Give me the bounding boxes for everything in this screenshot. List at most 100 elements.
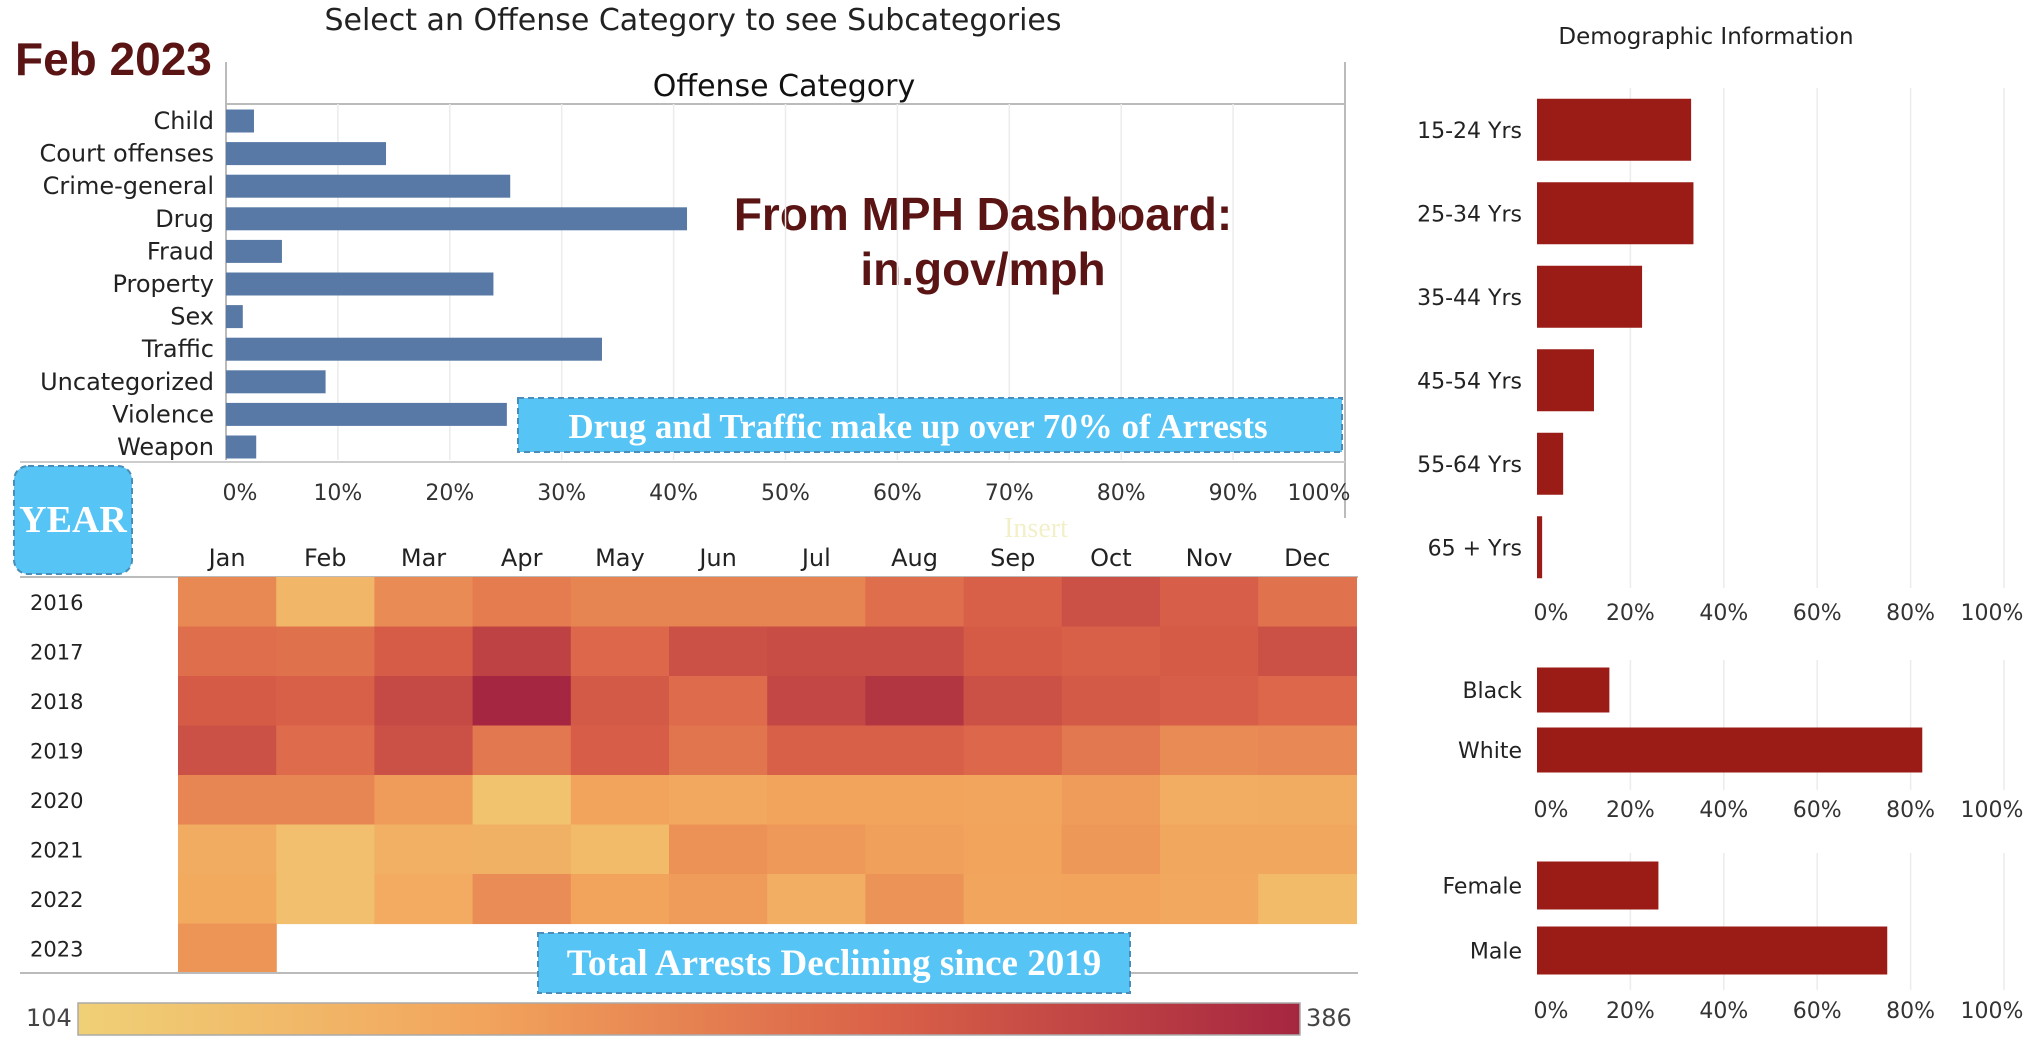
year-button[interactable] bbox=[13, 465, 133, 575]
demo-category-label: 55-64 Yrs bbox=[1417, 453, 1522, 478]
offense-x-tick: 20% bbox=[425, 481, 474, 506]
demo-x-tick: 60% bbox=[1793, 601, 1842, 626]
heatmap-year-label: 2023 bbox=[30, 937, 83, 961]
demo-x-tick: 100% bbox=[1961, 601, 2024, 626]
heatmap-cell bbox=[374, 874, 474, 925]
heatmap-cell bbox=[178, 874, 277, 925]
heatmap-cell bbox=[178, 775, 277, 826]
heatmap-month-label: Sep bbox=[990, 544, 1035, 572]
offense-x-tick: 10% bbox=[313, 481, 362, 506]
heatmap-cell bbox=[865, 676, 965, 727]
offense-category-label: Child bbox=[153, 107, 214, 135]
heatmap-cell bbox=[472, 676, 572, 727]
heatmap-cell bbox=[570, 824, 670, 875]
heatmap-cell bbox=[178, 824, 277, 875]
heatmap-cell bbox=[570, 577, 670, 628]
heatmap-cell bbox=[865, 577, 965, 628]
color-legend-bar bbox=[77, 1002, 1301, 1036]
heatmap-cell bbox=[374, 775, 474, 826]
heatmap-cell bbox=[1061, 874, 1161, 925]
offense-x-tick: 40% bbox=[649, 481, 698, 506]
demo-category-label: Male bbox=[1470, 940, 1522, 965]
heatmap-cell bbox=[276, 775, 375, 826]
demo-category-label: Female bbox=[1442, 875, 1522, 900]
offense-x-tick: 30% bbox=[537, 481, 586, 506]
heatmap-cell bbox=[1258, 824, 1357, 875]
offense-category-label: Fraud bbox=[147, 237, 214, 265]
heatmap-cell bbox=[767, 824, 866, 875]
heatmap-cell bbox=[276, 874, 375, 925]
heatmap-cell bbox=[276, 725, 375, 776]
offense-x-tick: 60% bbox=[873, 481, 922, 506]
offense-x-tick: 100% bbox=[1288, 481, 1351, 506]
offense-chart-title: Offense Category bbox=[653, 69, 915, 104]
heatmap-cell bbox=[570, 725, 670, 776]
offense-bar bbox=[226, 370, 326, 394]
heatmap-cell bbox=[865, 626, 965, 677]
heatmap-year-label: 2021 bbox=[30, 838, 83, 862]
demo-bar bbox=[1537, 516, 1543, 579]
heatmap-cell bbox=[276, 824, 375, 875]
heatmap-month-label: Dec bbox=[1284, 544, 1330, 572]
heatmap-cell bbox=[178, 923, 277, 974]
demo-x-tick: 40% bbox=[1699, 798, 1748, 823]
heatmap-cell bbox=[1061, 676, 1161, 727]
offense-bar bbox=[226, 239, 282, 263]
heatmap-cell bbox=[963, 577, 1063, 628]
heatmap-cell bbox=[178, 725, 277, 776]
heatmap-cell bbox=[963, 824, 1063, 875]
heatmap-year-label: 2017 bbox=[30, 640, 83, 664]
heatmap-cell bbox=[570, 775, 670, 826]
legend-max-label: 386 bbox=[1306, 1004, 1352, 1032]
demo-category-label: 65 + Yrs bbox=[1428, 536, 1522, 561]
offense-bar bbox=[226, 305, 243, 329]
demo-x-tick: 20% bbox=[1606, 601, 1655, 626]
offense-bar bbox=[226, 402, 507, 426]
source-line-2: in.gov/mph bbox=[860, 243, 1105, 295]
demo-category-label: 45-54 Yrs bbox=[1417, 369, 1522, 394]
heatmap-cell bbox=[1061, 725, 1161, 776]
demo-x-tick: 0% bbox=[1534, 999, 1569, 1024]
demo-category-label: 35-44 Yrs bbox=[1417, 286, 1522, 311]
demo-category-label: Black bbox=[1462, 679, 1522, 704]
offense-category-label: Traffic bbox=[141, 335, 214, 363]
heatmap-cell bbox=[276, 676, 375, 727]
demo-bar bbox=[1537, 265, 1643, 328]
offense-bar bbox=[226, 174, 511, 198]
demo-x-tick: 100% bbox=[1961, 999, 2024, 1024]
heatmap-cell bbox=[1160, 577, 1259, 628]
heatmap-cell bbox=[767, 676, 866, 727]
heatmap-cell bbox=[1258, 874, 1357, 925]
heatmap-cell bbox=[669, 725, 768, 776]
heatmap-cell bbox=[963, 626, 1063, 677]
heatmap-month-label: Apr bbox=[501, 544, 543, 572]
heatmap-cell bbox=[1160, 874, 1259, 925]
heatmap-cell bbox=[767, 874, 866, 925]
heatmap-cell bbox=[1258, 626, 1357, 677]
demo-bar bbox=[1537, 861, 1659, 910]
heatmap-cell bbox=[1061, 824, 1161, 875]
heatmap-cell bbox=[570, 676, 670, 727]
heatmap-cell bbox=[472, 626, 572, 677]
offense-bar bbox=[226, 109, 254, 133]
offense-x-tick: 70% bbox=[985, 481, 1034, 506]
heatmap-cell bbox=[374, 577, 474, 628]
offense-bar bbox=[226, 337, 602, 361]
year-button-label[interactable]: YEAR bbox=[19, 499, 127, 541]
demo-x-tick: 40% bbox=[1699, 999, 1748, 1024]
heatmap-cell bbox=[1258, 725, 1357, 776]
heatmap-month-label: Mar bbox=[401, 544, 446, 572]
heatmap-cell bbox=[472, 725, 572, 776]
demo-x-tick: 20% bbox=[1606, 999, 1655, 1024]
heatmap-month-label: May bbox=[595, 544, 645, 572]
heatmap-cell bbox=[374, 824, 474, 875]
heatmap-cell bbox=[570, 626, 670, 677]
demo-category-label: 15-24 Yrs bbox=[1417, 119, 1522, 144]
demo-bar bbox=[1537, 349, 1594, 412]
offense-x-tick: 80% bbox=[1097, 481, 1146, 506]
offense-category-label: Crime-general bbox=[43, 172, 214, 200]
faint-watermark-text: Insert bbox=[1004, 513, 1068, 544]
demo-x-tick: 80% bbox=[1886, 999, 1935, 1024]
heatmap-cell bbox=[669, 775, 768, 826]
